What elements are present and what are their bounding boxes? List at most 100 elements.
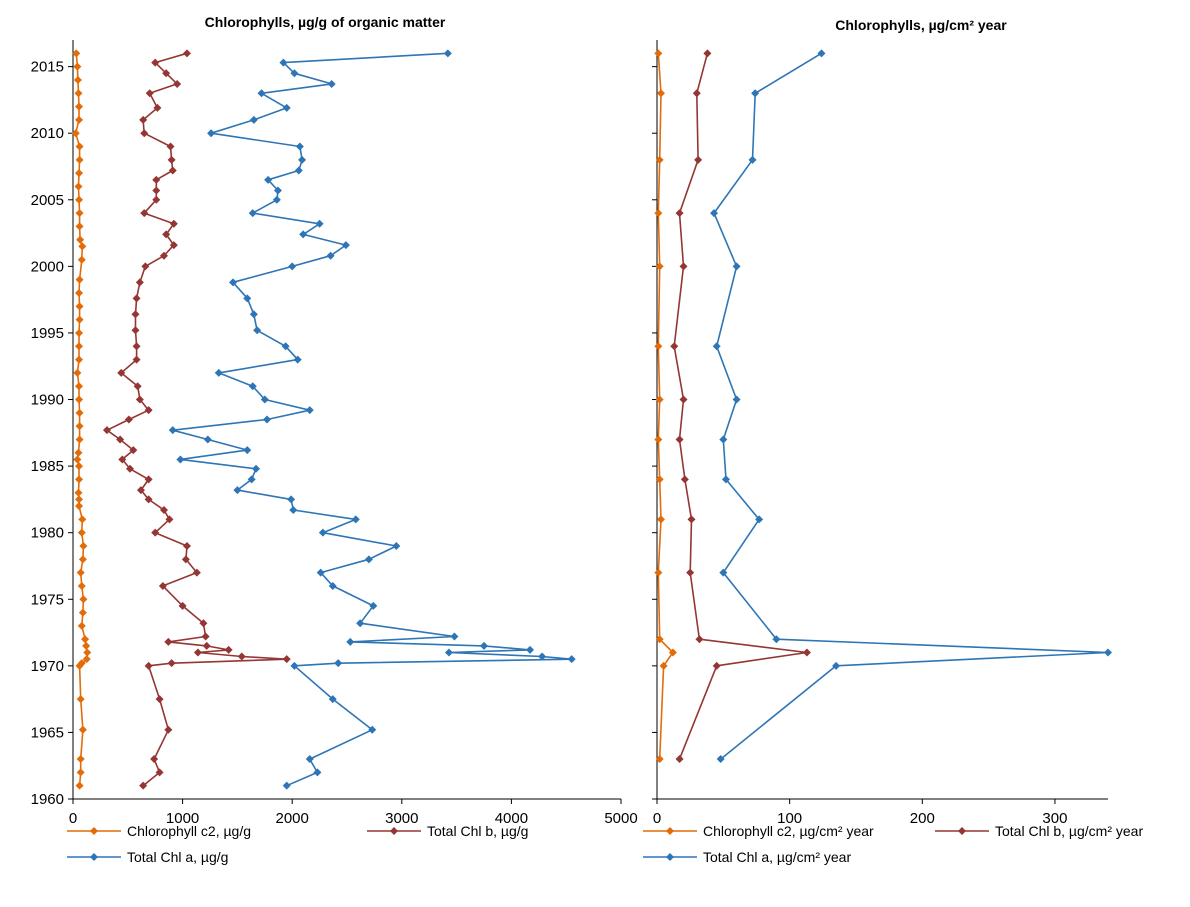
data-point [75, 422, 84, 431]
data-point [346, 637, 355, 646]
data-point [233, 486, 242, 495]
data-point [679, 262, 688, 271]
data-point [450, 632, 459, 641]
data-point [732, 395, 741, 404]
x-tick-label: 3000 [385, 810, 418, 827]
y-tick-label: 1985 [31, 458, 64, 475]
data-point [694, 155, 703, 164]
data-point [165, 515, 174, 524]
series-2 [102, 49, 291, 790]
data-point [703, 49, 712, 58]
data-point [655, 635, 664, 644]
legend-label: Total Chl a, µg/g [127, 849, 228, 865]
data-point [76, 235, 85, 244]
data-point [248, 209, 257, 218]
data-point [78, 555, 87, 564]
legend-entry: Total Chl b, µg/cm² year [935, 823, 1143, 839]
data-point [140, 209, 149, 218]
legend-entry: Chlorophyll c2, µg/g [67, 823, 251, 839]
data-point [260, 395, 269, 404]
data-point [144, 406, 153, 415]
data-point [75, 209, 84, 218]
y-tick-label: 1980 [31, 525, 64, 542]
legend-marker [90, 853, 98, 861]
data-point [133, 382, 142, 391]
data-point [654, 49, 663, 58]
data-point [129, 446, 138, 455]
data-point [443, 49, 452, 58]
data-point [679, 395, 688, 404]
data-point [229, 278, 238, 287]
data-point [202, 641, 211, 650]
data-point [81, 635, 90, 644]
data-point [368, 725, 377, 734]
data-point [281, 342, 290, 351]
x-tick-label: 0 [69, 810, 77, 827]
legend-label: Chlorophyll c2, µg/g [127, 823, 251, 839]
data-point [77, 528, 86, 537]
data-point [695, 635, 704, 644]
data-point [74, 182, 83, 191]
data-point [526, 645, 535, 654]
data-point [155, 768, 164, 777]
data-point [341, 241, 350, 250]
data-point [289, 506, 298, 515]
legend-label: Total Chl b, µg/cm² year [995, 823, 1143, 839]
data-point [654, 342, 663, 351]
data-point [252, 464, 261, 473]
data-point [75, 395, 84, 404]
data-point [131, 310, 140, 319]
x-tick-label: 0 [653, 810, 661, 827]
data-point [313, 768, 322, 777]
data-point [132, 355, 141, 364]
data-point [328, 695, 337, 704]
data-point [282, 781, 291, 790]
series-line [673, 53, 808, 760]
data-point [162, 230, 171, 239]
y-tick-label: 1965 [31, 724, 64, 741]
data-point [1104, 648, 1112, 657]
data-point [207, 129, 216, 138]
series-1 [71, 49, 92, 790]
data-point [721, 475, 730, 484]
data-point [444, 648, 453, 657]
data-point [273, 186, 282, 195]
data-point [144, 475, 153, 484]
data-point [132, 294, 141, 303]
data-point [82, 641, 91, 650]
legend-entry: Total Chl a, µg/g [67, 849, 228, 865]
data-point [182, 542, 191, 550]
x-tick-label: 100 [777, 810, 802, 827]
data-point [655, 155, 664, 164]
data-point [75, 462, 84, 471]
data-point [145, 89, 154, 98]
data-point [77, 581, 86, 590]
data-point [237, 652, 246, 661]
data-point [748, 155, 757, 164]
x-tick-label: 5000 [604, 810, 637, 827]
data-point [315, 219, 324, 228]
data-point [76, 768, 85, 777]
series-2 [670, 49, 811, 764]
data-point [164, 725, 173, 734]
data-point [78, 608, 87, 617]
data-point [686, 568, 695, 577]
data-point [675, 209, 684, 218]
data-point [159, 506, 168, 515]
data-point [272, 195, 281, 204]
x-tick-label: 1000 [166, 810, 199, 827]
data-point [351, 515, 360, 524]
data-point [751, 89, 760, 98]
data-point [392, 542, 401, 550]
data-point [135, 278, 144, 287]
data-point [282, 103, 291, 112]
x-tick-label: 4000 [495, 810, 528, 827]
data-point [132, 342, 141, 351]
data-point [173, 79, 182, 88]
y-tick-label: 1990 [31, 392, 64, 409]
x-tick-label: 300 [1042, 810, 1067, 827]
data-point [75, 222, 84, 231]
x-tick-label: 2000 [276, 810, 309, 827]
data-point [224, 645, 233, 654]
